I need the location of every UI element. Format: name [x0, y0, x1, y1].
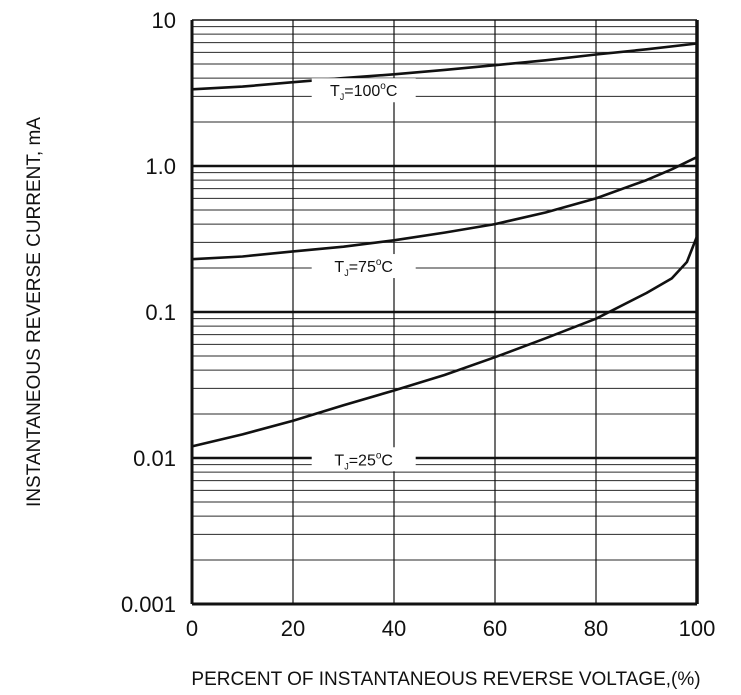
y-axis-title: INSTANTANEOUS REVERSE CURRENT, mA — [24, 117, 45, 507]
label-symbol: T — [330, 83, 340, 100]
x-tick-label: 40 — [382, 616, 406, 641]
series-line — [190, 235, 699, 448]
label-value: =100 — [344, 83, 380, 100]
series-label-background — [311, 78, 416, 103]
series-lines — [190, 42, 699, 448]
y-tick-label: 1.0 — [145, 154, 176, 179]
series-label-text: TJ=25oC — [334, 450, 393, 471]
label-degree: o — [376, 257, 382, 268]
label-unit: C — [386, 83, 398, 100]
x-axis-title: PERCENT OF INSTANTANEOUS REVERSE VOLTAGE… — [191, 669, 700, 690]
y-tick-label: 0.001 — [121, 592, 176, 617]
series-label: TJ=75oC — [311, 254, 416, 279]
series-label: TJ=25oC — [311, 447, 416, 472]
series-label-text: TJ=100oC — [330, 81, 397, 102]
x-tick-label: 20 — [281, 616, 305, 641]
label-subscript: J — [340, 92, 345, 102]
label-subscript: J — [344, 461, 349, 471]
label-value: =75 — [349, 259, 376, 276]
series-line — [190, 155, 699, 261]
label-subscript: J — [344, 268, 349, 278]
y-tick-label: 10 — [152, 8, 176, 33]
label-unit: C — [381, 452, 393, 469]
y-tick-label: 0.1 — [145, 300, 176, 325]
series-label: TJ=100oC — [311, 78, 416, 103]
x-tick-label: 100 — [679, 616, 716, 641]
x-tick-label: 0 — [186, 616, 198, 641]
label-symbol: T — [334, 452, 344, 469]
plot-frame — [190, 19, 699, 606]
label-degree: o — [376, 450, 382, 461]
x-tick-label: 60 — [483, 616, 507, 641]
series-line — [190, 42, 699, 91]
series-label-background — [311, 254, 416, 279]
label-symbol: T — [334, 259, 344, 276]
label-value: =25 — [349, 452, 376, 469]
label-unit: C — [381, 259, 393, 276]
x-tick-label: 80 — [584, 616, 608, 641]
series-label-text: TJ=75oC — [334, 257, 393, 278]
series-label-background — [311, 447, 416, 472]
y-tick-label: 0.01 — [133, 446, 176, 471]
label-degree: o — [380, 81, 386, 92]
grid-lines — [192, 20, 697, 604]
